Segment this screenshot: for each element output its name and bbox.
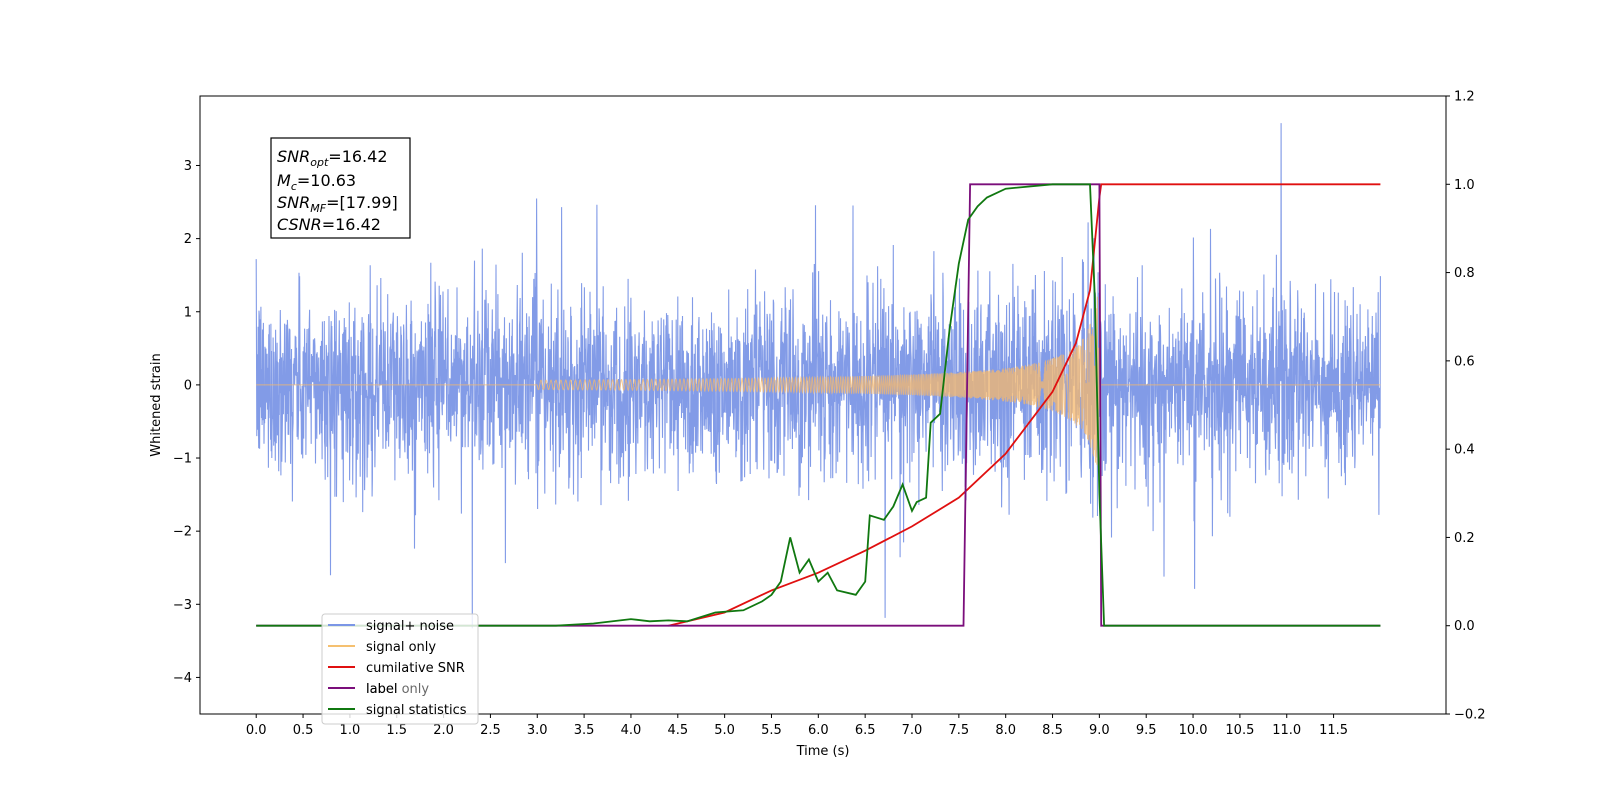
x-tick-label: 3.5	[574, 723, 595, 738]
x-tick-label: 9.5	[1136, 723, 1157, 738]
annotation-snr-opt: SNRopt=16.42	[277, 147, 388, 169]
x-tick-label: 10.5	[1225, 723, 1254, 738]
legend-label-signal-statistics: signal statistics	[366, 703, 467, 718]
x-tick-label: 8.0	[995, 723, 1016, 738]
series-cumilative-snr-line	[668, 183, 1381, 627]
y-tick-label: −3	[173, 598, 192, 613]
y-axis-label: Whitened strain	[149, 353, 164, 456]
y2-tick-label: 0.2	[1454, 531, 1475, 546]
legend-label-cumulative-snr: cumilative SNR	[366, 661, 465, 676]
y-tick-label: 0	[184, 378, 192, 393]
x-tick-label: 2.5	[480, 723, 501, 738]
axes: 0.0 0.5 1.0 1.5 2.0 2.5 3.0 3.5 4.0 4.5 5.0 5.5 6.0 6…	[173, 90, 1486, 739]
y2-tick-label: 1.0	[1454, 178, 1475, 193]
y2-tick-label: −0.2	[1454, 708, 1486, 723]
annotation-chirp-mass: Mc=10.63	[277, 171, 356, 193]
annotation-csnr: CSNR=16.42	[277, 215, 381, 234]
x-tick-label: 0.5	[293, 723, 314, 738]
x-tick-label: 9.0	[1089, 723, 1110, 738]
x-tick-label: 1.0	[340, 723, 361, 738]
annotation-box: SNRopt=16.42 Mc=10.63 SNRMF=[17.99] CSNR…	[270, 137, 411, 239]
y2-tick-label: 0.4	[1454, 443, 1475, 458]
y2-tick-label: 1.2	[1454, 90, 1475, 105]
x-tick-label: 5.0	[714, 723, 735, 738]
y-tick-label: −4	[173, 671, 192, 686]
x-axis-label: Time (s)	[796, 744, 850, 759]
x-tick-label: 6.5	[855, 723, 876, 738]
x-tick-label: 2.0	[433, 723, 454, 738]
legend: label only signal+ noise signal only cum…	[321, 613, 479, 725]
plot-area	[255, 123, 1381, 629]
annotation-snr-mf: SNRMF=[17.99]	[277, 193, 398, 215]
x-tick-label: 4.5	[667, 723, 688, 738]
series-signal-only-line	[256, 296, 1381, 467]
x-tick-label: 6.0	[808, 723, 829, 738]
x-tick-label: 7.5	[948, 723, 969, 738]
y-tick-label: −1	[173, 452, 192, 467]
x-tick-label: 4.0	[621, 723, 642, 738]
y-tick-label: 1	[184, 305, 192, 320]
y2-tick-label: 0.8	[1454, 266, 1475, 281]
y2-tick-label: 0.6	[1454, 354, 1475, 369]
legend-frame	[321, 613, 479, 725]
legend-hidden-entry: label only	[366, 682, 429, 697]
x-tick-label: 7.0	[902, 723, 923, 738]
x-tick-label: 8.5	[1042, 723, 1063, 738]
series-signal-noise-line	[255, 123, 1381, 629]
x-tick-label: 11.0	[1272, 723, 1301, 738]
x-tick-label: 11.5	[1319, 723, 1348, 738]
y-tick-label: 3	[184, 159, 192, 174]
x-tick-label: 5.5	[761, 723, 782, 738]
y-tick-label: 2	[184, 232, 192, 247]
x-tick-label: 3.0	[527, 723, 548, 738]
legend-label-signal-noise: signal+ noise	[366, 619, 454, 634]
series-signal-statistics-line	[256, 183, 1381, 627]
y-tick-label: −2	[173, 525, 192, 540]
x-tick-label: 10.0	[1179, 723, 1208, 738]
legend-label-label: label	[366, 682, 397, 697]
y2-tick-label: 0.0	[1454, 619, 1475, 634]
legend-label-signal-only: signal only	[366, 640, 436, 655]
plot-frame	[199, 95, 1447, 715]
x-tick-label: 1.5	[386, 723, 407, 738]
annotation-frame	[270, 137, 411, 239]
x-tick-label: 0.0	[246, 723, 267, 738]
